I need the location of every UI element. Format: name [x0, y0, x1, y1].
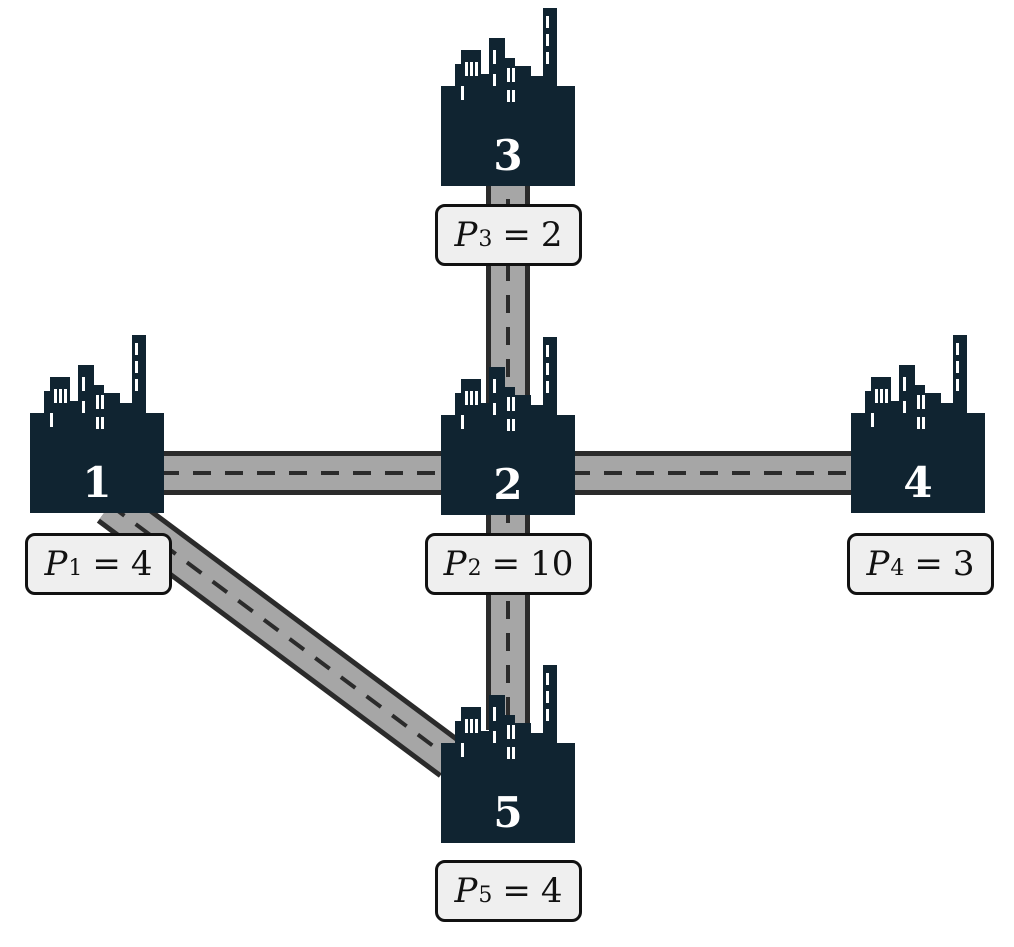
population-symbol: P: [454, 215, 478, 255]
city-2: 2: [441, 337, 575, 515]
equals-sign: =: [502, 215, 531, 255]
city-4: 4: [851, 335, 985, 513]
population-subscript: 2: [467, 555, 482, 581]
city-1: 1: [30, 335, 164, 513]
population-symbol: P: [443, 544, 467, 584]
population-label-4: P 4 = 3: [847, 533, 994, 595]
population-value: 2: [540, 215, 563, 255]
population-subscript: 5: [478, 882, 493, 908]
population-symbol: P: [44, 544, 68, 584]
population-subscript: 4: [890, 555, 905, 581]
population-label-3: P 3 = 2: [435, 204, 582, 266]
population-symbol: P: [454, 871, 478, 911]
city-number: 5: [493, 788, 522, 837]
population-value: 10: [530, 544, 574, 584]
equals-sign: =: [502, 871, 531, 911]
city-number: 4: [903, 458, 932, 507]
population-subscript: 1: [68, 555, 83, 581]
equals-sign: =: [491, 544, 521, 584]
population-value: 4: [130, 544, 153, 584]
equals-sign: =: [92, 544, 121, 584]
population-value: 4: [540, 871, 563, 911]
city-number: 2: [493, 460, 522, 509]
population-symbol: P: [866, 544, 890, 584]
city-5: 5: [441, 665, 575, 843]
population-label-1: P 1 = 4: [25, 533, 172, 595]
population-subscript: 3: [478, 226, 493, 252]
city-3: 3: [441, 8, 575, 186]
population-label-2: P 2 = 10: [425, 533, 592, 595]
city-number: 1: [82, 458, 111, 507]
equals-sign: =: [914, 544, 943, 584]
population-label-5: P 5 = 4: [435, 860, 582, 922]
population-value: 3: [952, 544, 975, 584]
city-number: 3: [493, 131, 522, 180]
